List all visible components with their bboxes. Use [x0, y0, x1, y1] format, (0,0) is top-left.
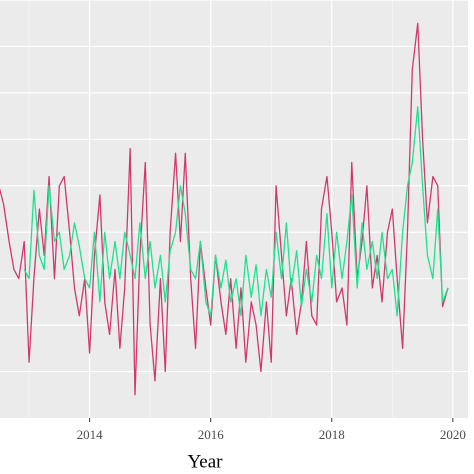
- x-tick-label: 2018: [319, 427, 345, 442]
- x-axis-title: Year: [187, 451, 223, 472]
- series-line: [0, 22, 449, 396]
- x-tick-label: 2020: [440, 427, 466, 442]
- series-line: [23, 106, 449, 317]
- axis: 2014 2016 2018 2020: [77, 418, 466, 442]
- x-tick-label: 2014: [77, 427, 104, 442]
- lines: [0, 22, 449, 396]
- x-tick-label: 2016: [198, 427, 225, 442]
- plot-background: [0, 0, 468, 418]
